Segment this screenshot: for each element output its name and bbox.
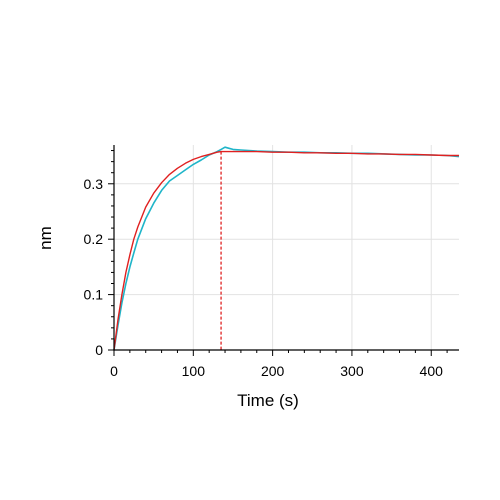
y-tick-label: 0.3 (84, 176, 104, 192)
x-tick-label: 100 (182, 363, 206, 379)
y-axis-title: nm (36, 226, 55, 250)
tick-labels: 0 100 200 300 400 0 0.1 0.2 0.3 (84, 176, 444, 379)
y-tick-label: 0.1 (84, 287, 104, 303)
x-tick-label: 400 (420, 363, 444, 379)
series-lines (113, 146, 460, 351)
x-tick-label: 300 (340, 363, 364, 379)
x-axis-title: Time (s) (237, 391, 299, 410)
y-tick-label: 0.2 (84, 231, 104, 247)
tick-marks (108, 150, 448, 356)
series-line-2 (113, 150, 459, 351)
grid-lines (114, 145, 459, 350)
x-tick-label: 0 (110, 363, 118, 379)
axes (113, 145, 459, 351)
x-tick-label: 200 (261, 363, 285, 379)
y-tick-label: 0 (95, 342, 103, 358)
